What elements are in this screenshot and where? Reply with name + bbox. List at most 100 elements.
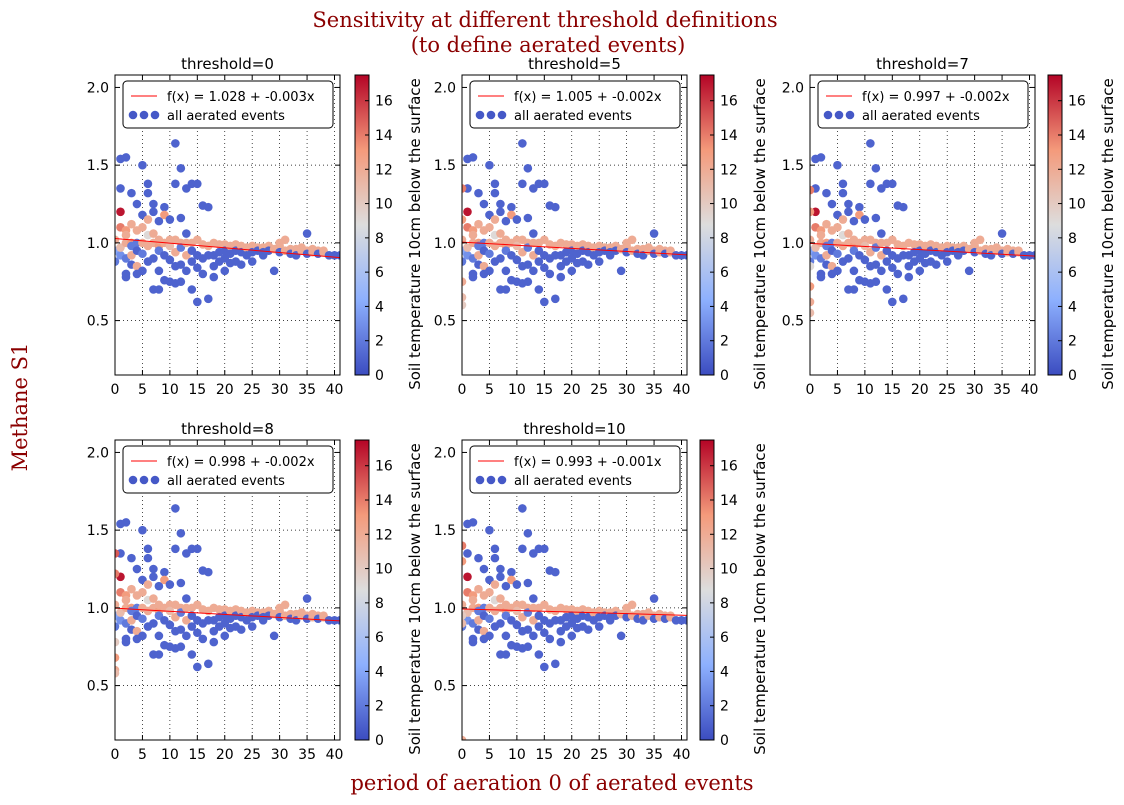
data-point <box>682 251 687 260</box>
data-point <box>523 163 533 173</box>
data-point <box>649 594 659 603</box>
subplot-title: threshold=0 <box>181 55 274 73</box>
x-tick-label: 35 <box>298 747 316 763</box>
colorbar-tick-label: 6 <box>1068 265 1077 281</box>
data-point <box>810 261 815 271</box>
data-point <box>893 269 903 279</box>
data-point <box>115 653 120 662</box>
x-tick-label: 25 <box>938 382 956 398</box>
data-point <box>485 223 494 232</box>
y-tick-label: 0.5 <box>87 679 109 695</box>
x-tick-label: 30 <box>271 382 289 398</box>
data-point <box>474 553 483 563</box>
data-point <box>523 578 533 588</box>
data-point <box>115 668 120 678</box>
x-tick-label: 40 <box>326 747 344 763</box>
x-tick-label: 0 <box>806 382 815 398</box>
data-point <box>567 266 577 276</box>
legend-point-swatch <box>128 110 138 120</box>
colorbar-tick-label: 2 <box>375 699 384 715</box>
data-point <box>176 578 186 588</box>
x-tick-label: 5 <box>485 382 494 398</box>
data-point <box>149 594 158 603</box>
data-point <box>501 285 511 294</box>
colorbar <box>354 439 370 741</box>
data-point <box>115 257 120 266</box>
colorbar-tick-label: 12 <box>375 162 393 178</box>
data-point <box>490 215 500 224</box>
y-tick-label: 1.5 <box>87 158 109 174</box>
data-point <box>534 650 544 659</box>
colorbar-tick-label: 10 <box>375 562 393 578</box>
data-point <box>888 263 897 273</box>
data-point <box>529 266 538 276</box>
data-point <box>882 285 892 294</box>
data-point <box>463 572 472 582</box>
data-point <box>149 619 158 628</box>
data-point <box>810 235 815 245</box>
data-point <box>176 277 186 287</box>
data-point <box>203 294 213 304</box>
legend-scatter-label: all aerated events <box>167 474 285 489</box>
legend-box <box>469 445 681 494</box>
data-point <box>529 229 538 238</box>
data-point <box>462 257 467 266</box>
y-tick-label: 0.5 <box>782 314 804 330</box>
data-point <box>138 631 147 641</box>
colorbar-tick-label: 4 <box>375 664 384 680</box>
data-point <box>121 272 131 282</box>
legend-point-swatch <box>497 475 507 485</box>
legend-box <box>817 80 1029 129</box>
data-point <box>485 588 494 597</box>
colorbar-tick-label: 16 <box>375 94 393 110</box>
colorbar-tick-label: 0 <box>375 368 384 384</box>
data-point <box>518 544 527 554</box>
data-point <box>462 611 467 620</box>
x-tick-label: 20 <box>216 382 234 398</box>
data-point <box>501 216 511 226</box>
y-tick-label: 0.5 <box>87 314 109 330</box>
y-tick-label: 1.0 <box>434 601 456 617</box>
colorbar-label: Soil temperature 10cm below the surface <box>1099 78 1117 390</box>
colorbar-tick-label: 6 <box>720 265 729 281</box>
legend-scatter-label: all aerated events <box>514 474 632 489</box>
plot-frame <box>809 74 1036 376</box>
data-point <box>871 277 881 287</box>
x-tick-label: 10 <box>508 382 526 398</box>
x-tick-label: 10 <box>856 382 874 398</box>
data-point <box>203 202 213 212</box>
data-point <box>154 581 164 591</box>
colorbar-tick-label: 2 <box>375 334 384 350</box>
data-point <box>512 215 522 224</box>
colorbar-tick-label: 4 <box>720 664 729 680</box>
data-point <box>997 229 1007 238</box>
data-point <box>490 188 500 198</box>
data-point <box>871 213 881 223</box>
data-point <box>877 229 886 238</box>
data-point <box>187 622 197 631</box>
data-point <box>904 272 914 282</box>
data-point <box>462 600 467 610</box>
legend-point-swatch <box>486 110 496 120</box>
data-point <box>507 567 516 577</box>
data-point <box>149 207 158 217</box>
data-point <box>534 622 544 631</box>
data-point <box>485 631 494 641</box>
x-tick-label: 25 <box>243 747 261 763</box>
legend-scatter-label: all aerated events <box>514 109 632 124</box>
data-point <box>616 266 626 276</box>
y-tick-label: 1.0 <box>87 601 109 617</box>
subplot-title: threshold=8 <box>181 420 274 438</box>
x-tick-label: 0 <box>111 747 120 763</box>
data-point <box>627 235 637 245</box>
colorbar-tick-label: 4 <box>720 299 729 315</box>
data-point <box>193 179 202 189</box>
data-point <box>138 160 147 170</box>
legend-point-swatch <box>834 110 844 120</box>
data-point <box>822 188 831 198</box>
x-tick-label: 10 <box>508 747 526 763</box>
legend-fit-label: f(x) = 0.997 + -0.002x <box>862 90 1010 105</box>
x-tick-label: 35 <box>645 747 663 763</box>
data-point <box>462 541 467 550</box>
